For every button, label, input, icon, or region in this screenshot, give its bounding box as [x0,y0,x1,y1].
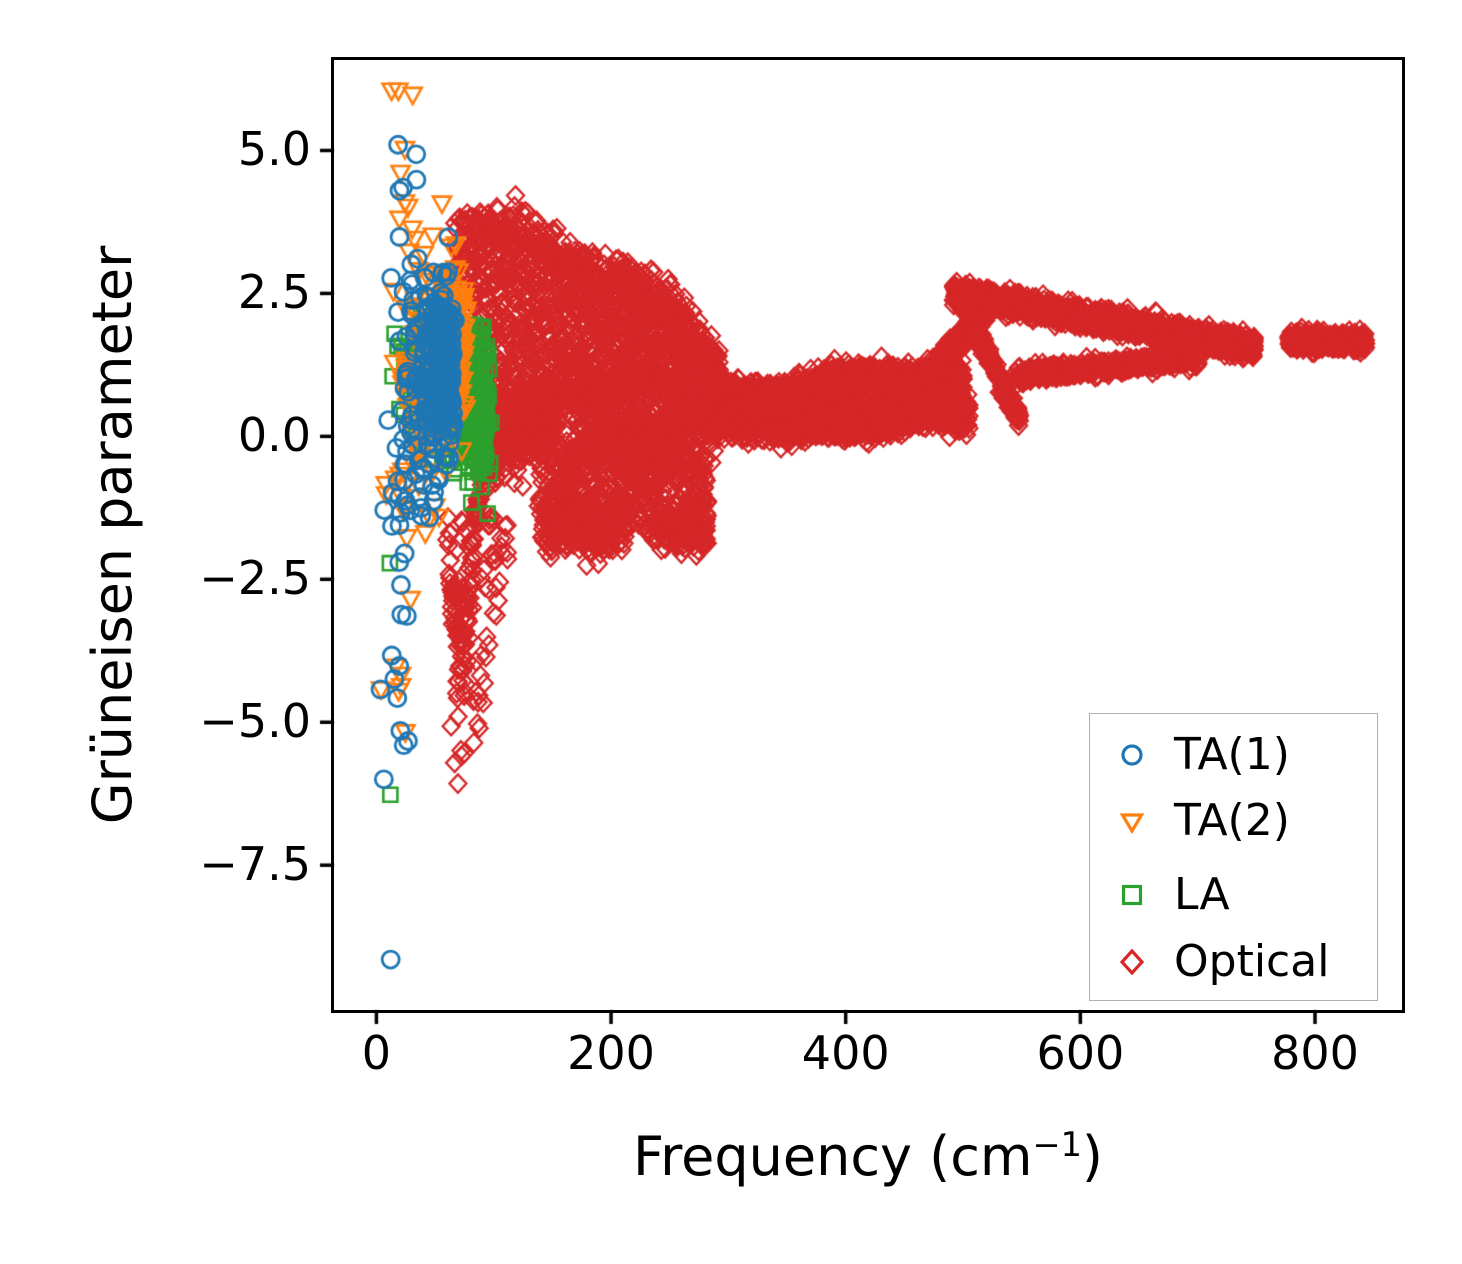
legend-label-ta2: TA(2) [1174,795,1290,846]
circle-icon [1090,740,1174,770]
y-axis-title: Grüneisen parameter [81,245,144,825]
diamond-icon [1090,947,1174,977]
legend-label-la: LA [1174,869,1230,920]
x-axis-title-main: Frequency (cm [633,1125,1033,1188]
xtick-label-600: 600 [1036,1026,1125,1080]
legend-label-optical: Optical [1174,936,1330,987]
ytick-label-neg7.5: −7.5 [199,837,311,892]
legend-entry-ta1[interactable]: TA(1) [1090,722,1377,788]
x-axis-title: Frequency (cm−1) [331,1125,1405,1188]
ytick-label-5.0: 5.0 [237,122,311,177]
xtick-label-400: 400 [801,1026,890,1080]
legend-entry-optical[interactable]: Optical [1090,929,1377,995]
x-axis-title-exponent: −1 [1032,1125,1082,1164]
triangle-down-icon [1090,806,1174,836]
ytick-label-neg2.5: −2.5 [199,551,311,606]
legend-entry-ta2[interactable]: TA(2) [1090,788,1377,854]
legend-entry-la[interactable]: LA [1090,862,1377,928]
ytick-label-2.5: 2.5 [237,265,311,320]
legend-label-ta1: TA(1) [1174,729,1290,780]
legend[interactable]: TA(1) TA(2) LA Optic [1089,713,1378,1001]
xtick-label-200: 200 [567,1026,655,1080]
ytick-label-neg5.0: −5.0 [199,694,311,749]
square-icon [1090,880,1174,910]
ytick-label-0.0: 0.0 [237,408,311,463]
xtick-label-800: 800 [1271,1026,1359,1080]
xtick-label-0: 0 [361,1026,392,1080]
x-axis-title-end: ) [1081,1125,1103,1188]
